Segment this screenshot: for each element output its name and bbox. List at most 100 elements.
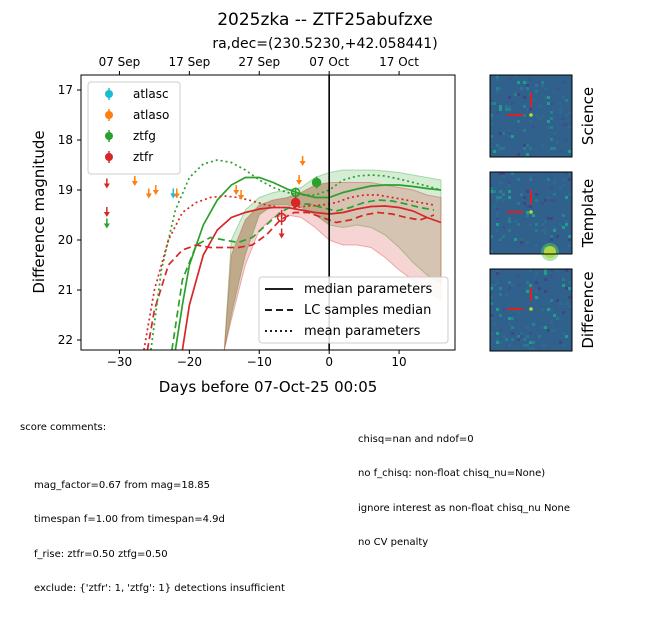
figure-title: 2025zka -- ZTF25abufzxe bbox=[217, 10, 433, 30]
cutout-noise bbox=[523, 144, 526, 147]
cutout-noise bbox=[535, 223, 538, 226]
cutout-noise bbox=[508, 344, 511, 347]
cutout-noise bbox=[496, 214, 499, 217]
cutout-noise bbox=[511, 332, 514, 335]
y-tick-label: 21 bbox=[58, 283, 73, 297]
cutout-noise bbox=[541, 308, 544, 311]
cutout-noise bbox=[508, 181, 511, 184]
cutout-noise bbox=[523, 114, 526, 117]
cutout-noise bbox=[496, 75, 499, 78]
cutout-noise bbox=[550, 117, 553, 120]
curve-ztfg-dotted bbox=[150, 159, 442, 350]
cutout-noise bbox=[547, 120, 550, 123]
cutout-noise bbox=[508, 78, 511, 81]
cutout-noise bbox=[526, 84, 529, 87]
cutout-noise bbox=[559, 302, 562, 305]
cutout-noise bbox=[532, 99, 535, 102]
cutout-noise bbox=[496, 338, 499, 341]
legend-item-atlasc: atlasc bbox=[105, 87, 169, 101]
cutout-noise bbox=[502, 193, 505, 196]
upper-limit-arrowhead bbox=[299, 161, 306, 166]
cutout-noise bbox=[553, 181, 556, 184]
cutout-noise bbox=[502, 199, 505, 202]
cutout-noise bbox=[526, 241, 529, 244]
upper-limit-arrowhead bbox=[278, 233, 285, 239]
cutout-noise bbox=[568, 305, 571, 308]
cutout-label: Science bbox=[579, 87, 597, 145]
cutout-noise bbox=[496, 150, 499, 153]
cutout-noise bbox=[490, 114, 493, 117]
data-points bbox=[103, 156, 322, 239]
cutout-noise bbox=[535, 244, 538, 247]
cutout-noise bbox=[568, 296, 571, 299]
legend-item-ztfr: ztfr bbox=[105, 150, 153, 164]
cutout-noise bbox=[496, 272, 499, 275]
cutout-target-source bbox=[529, 210, 533, 214]
cutout-noise bbox=[541, 202, 544, 205]
cutout-noise bbox=[544, 229, 547, 232]
y-tick-label: 19 bbox=[58, 183, 73, 197]
cutout-noise bbox=[517, 311, 520, 314]
cutout-noise bbox=[520, 238, 523, 241]
curve-ztfg-solid bbox=[174, 176, 442, 350]
cutout-noise bbox=[550, 175, 553, 178]
legend-label: atlasc bbox=[133, 87, 169, 101]
cutout-noise bbox=[541, 326, 544, 329]
cutout-noise bbox=[496, 144, 499, 147]
cutout-noise bbox=[514, 238, 517, 241]
cutout-noise bbox=[490, 332, 493, 335]
cutout-noise bbox=[556, 141, 559, 144]
cutout-noise bbox=[526, 281, 529, 284]
cutout-noise bbox=[508, 96, 511, 99]
cutout-noise bbox=[556, 269, 559, 272]
legend-line-dashed: LC samples median bbox=[265, 303, 431, 318]
image-cutouts: Science Template Difference bbox=[489, 74, 597, 352]
upper-limit-ztfr bbox=[103, 178, 110, 189]
legend-line-solid: median parameters bbox=[265, 282, 432, 297]
top-tick-label: 07 Oct bbox=[309, 55, 349, 69]
score-comments-right: chisq=nan and ndof=0 no f_chisq: non-flo… bbox=[358, 411, 570, 561]
cutout-noise bbox=[517, 81, 520, 84]
cutout-noise bbox=[526, 153, 529, 156]
x-tick-label: 10 bbox=[391, 355, 406, 369]
cutout-target-source bbox=[529, 307, 533, 311]
cutout-noise bbox=[565, 123, 568, 126]
cutout-noise bbox=[493, 323, 496, 326]
cutout-noise bbox=[544, 326, 547, 329]
cutout-noise bbox=[493, 102, 496, 105]
cutout-noise bbox=[568, 287, 571, 290]
cutout-noise bbox=[550, 308, 553, 311]
cutout-noise bbox=[550, 111, 553, 114]
comment-right-1: chisq=nan and ndof=0 bbox=[358, 433, 474, 445]
cutout-noise bbox=[523, 81, 526, 84]
upper-limit-arrowhead bbox=[145, 193, 152, 199]
cutout-noise bbox=[517, 153, 520, 156]
cutout-noise bbox=[490, 235, 493, 238]
cutout-noise bbox=[490, 99, 493, 102]
cutout-noise bbox=[532, 126, 535, 129]
cutout-noise bbox=[526, 335, 529, 338]
cutout-noise bbox=[535, 272, 538, 275]
cutout-noise bbox=[538, 287, 541, 290]
y-tick-label: 22 bbox=[58, 333, 73, 347]
cutout-noise bbox=[541, 114, 544, 117]
cutout-noise bbox=[508, 196, 511, 199]
top-tick-label: 17 Oct bbox=[379, 55, 419, 69]
cutout-noise bbox=[490, 102, 493, 105]
cutout-noise bbox=[505, 293, 508, 296]
cutout-noise bbox=[553, 193, 556, 196]
cutout-label: Difference bbox=[579, 271, 597, 348]
cutout-noise bbox=[496, 87, 499, 90]
cutout-noise bbox=[559, 150, 562, 153]
comment-left-4: exclude: {'ztfr': 1, 'ztfg': 1} detectio… bbox=[34, 583, 285, 594]
cutout-noise bbox=[526, 344, 529, 347]
cutout-noise bbox=[535, 229, 538, 232]
cutout-noise bbox=[508, 220, 511, 223]
cutout-noise bbox=[550, 187, 553, 190]
cutout-noise bbox=[496, 111, 499, 114]
comment-left-3: f_rise: ztfr=0.50 ztfg=0.50 bbox=[34, 548, 168, 560]
cutout-noise bbox=[499, 341, 502, 344]
cutout-noise bbox=[517, 223, 520, 226]
cutout-noise bbox=[556, 235, 559, 238]
detection-ztfr bbox=[276, 210, 287, 225]
